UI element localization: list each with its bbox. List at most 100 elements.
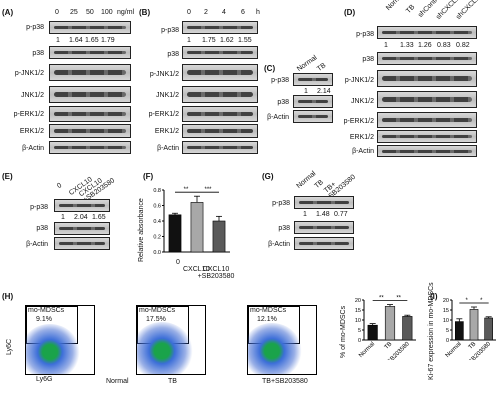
ratio-b-1: 1.75 <box>202 37 216 44</box>
flow-pct-normal: 9.1% <box>36 316 52 323</box>
significance-mark: * <box>480 298 483 304</box>
col-b-1: 2 <box>204 9 208 16</box>
blot-b-p-erk <box>182 106 258 122</box>
bar <box>212 220 226 253</box>
ratio-e-0: 1 <box>61 214 65 221</box>
flow-pct-tb-sb: 12.1% <box>257 316 277 323</box>
blot-a-p-erk <box>49 106 131 122</box>
significance-mark: * <box>465 298 468 304</box>
blot-d-p-jnk <box>377 70 477 87</box>
h-bar-ylabel: % of mo-MDSCs <box>340 305 347 358</box>
col-a-3: 100 <box>101 9 113 16</box>
y-tick-label: 10 <box>443 318 449 324</box>
chart-f: 0.0 0.2 0.4 0.6 0.8 ** *** <box>150 180 232 256</box>
col-a-unit: ng/ml <box>117 9 135 16</box>
blot-b-jnk <box>182 86 258 103</box>
significance-mark: ** <box>379 296 384 302</box>
row-e-p38: p38 <box>36 225 48 232</box>
f-cat-1: CXCL10 <box>183 266 210 273</box>
significance-mark: *** <box>204 187 212 193</box>
flow-plot-normal <box>25 305 95 375</box>
blot-d-actin <box>377 145 477 157</box>
row-g-actin: β-Actin <box>268 241 290 248</box>
ratio-g-1: 1.48 <box>316 211 330 218</box>
blot-b-p38 <box>182 46 258 59</box>
row-a-erk: ERK1/2 <box>19 128 44 135</box>
row-a-p-erk: p-ERK1/2 <box>13 111 44 118</box>
flow-cells-normal <box>26 324 80 374</box>
y-tick-label: 5 <box>358 328 361 334</box>
col-b-2: 4 <box>222 9 226 16</box>
row-b-jnk: JNK1/2 <box>156 92 179 99</box>
row-b-actin: β-Actin <box>157 145 179 152</box>
row-b-p-jnk: p-JNK1/2 <box>149 71 179 78</box>
blot-c-actin <box>293 110 333 123</box>
f-cat-0: 0 <box>176 259 180 266</box>
blot-b-actin <box>182 141 258 154</box>
col-a-2: 50 <box>86 9 94 16</box>
significance-mark: ** <box>184 187 189 193</box>
row-b-p38: p38 <box>167 51 179 58</box>
chart-i: 0 5 10 15 20 Normal TB TB+SB203580 * * <box>440 292 498 373</box>
blot-b-p-p38 <box>182 21 258 34</box>
y-tick-label: 15 <box>443 308 449 314</box>
bar <box>469 309 479 341</box>
col-a-0: 0 <box>55 9 59 16</box>
y-tick-label: 0 <box>358 338 361 344</box>
ratio-d-1: 1.33 <box>400 42 414 49</box>
col-d-0: Normal <box>385 0 406 12</box>
col-d-1: TB <box>405 3 417 16</box>
flow-cells-tb <box>137 322 193 374</box>
flow-cells-tb-sb <box>248 323 302 374</box>
i-ylabel: Ki-67 expression in mo-MDSCs <box>428 282 435 380</box>
flow-name-tb: TB <box>168 378 177 385</box>
flow-plot-tb-sb <box>247 305 317 375</box>
chart-h: 0 5 10 15 20 Normal TB TB+SB203580 ** ** <box>352 292 418 373</box>
blot-c-p-p38 <box>293 73 333 86</box>
y-tick-label: 0.4 <box>153 219 161 225</box>
y-tick-label: 20 <box>443 298 449 304</box>
col-b-unit: h <box>256 9 260 16</box>
y-tick-label: 5 <box>446 328 449 334</box>
ratio-e-2: 1.65 <box>92 214 106 221</box>
col-g-2: TB+ SB203580 <box>323 173 358 200</box>
row-a-p-jnk: p-JNK1/2 <box>14 70 44 77</box>
ratio-d-0: 1 <box>384 42 388 49</box>
col-a-1: 25 <box>70 9 78 16</box>
blot-d-p-p38 <box>377 26 477 39</box>
blot-e-p-p38 <box>54 199 110 212</box>
f-ylabel: Relative absorbance <box>138 198 145 262</box>
col-b-3: 6 <box>241 9 245 16</box>
blot-e-p38 <box>54 222 110 235</box>
bar <box>367 324 378 341</box>
blot-a-p-jnk <box>49 64 131 81</box>
ratio-a-0: 1 <box>56 37 60 44</box>
significance-mark: ** <box>396 296 401 302</box>
blot-g-p38 <box>294 221 354 234</box>
row-b-p-p38: p-p38 <box>161 27 179 34</box>
ratio-c-1: 2.14 <box>317 88 331 95</box>
col-c-1: TB <box>315 62 328 73</box>
ratio-b-0: 1 <box>187 37 191 44</box>
blot-d-jnk <box>377 91 477 108</box>
panel-i-label: (I) <box>430 292 438 301</box>
row-c-actin: β-Actin <box>267 114 289 121</box>
col-e-0: 0 <box>55 182 64 190</box>
y-tick-label: 0.6 <box>153 204 161 210</box>
row-d-p38: p38 <box>362 56 374 63</box>
blot-a-p-p38 <box>49 21 131 34</box>
y-tick-label: 0 <box>446 338 449 344</box>
row-c-p-p38: p-p38 <box>271 77 289 84</box>
row-b-erk: ERK1/2 <box>154 128 179 135</box>
h-xaxis: Ly6G <box>36 376 53 383</box>
ratio-a-1: 1.64 <box>69 37 83 44</box>
row-e-p-p38: p-p38 <box>30 204 48 211</box>
bar <box>455 321 464 341</box>
blot-e-actin <box>54 237 110 250</box>
flow-gate-label-normal: mo-MDSCs <box>28 307 65 314</box>
row-d-p-erk: p-ERK1/2 <box>343 118 374 125</box>
y-tick-label: 0.2 <box>153 235 161 241</box>
blot-a-jnk <box>49 86 131 103</box>
ratio-b-3: 1.55 <box>238 37 252 44</box>
panel-e-label: (E) <box>2 172 13 181</box>
